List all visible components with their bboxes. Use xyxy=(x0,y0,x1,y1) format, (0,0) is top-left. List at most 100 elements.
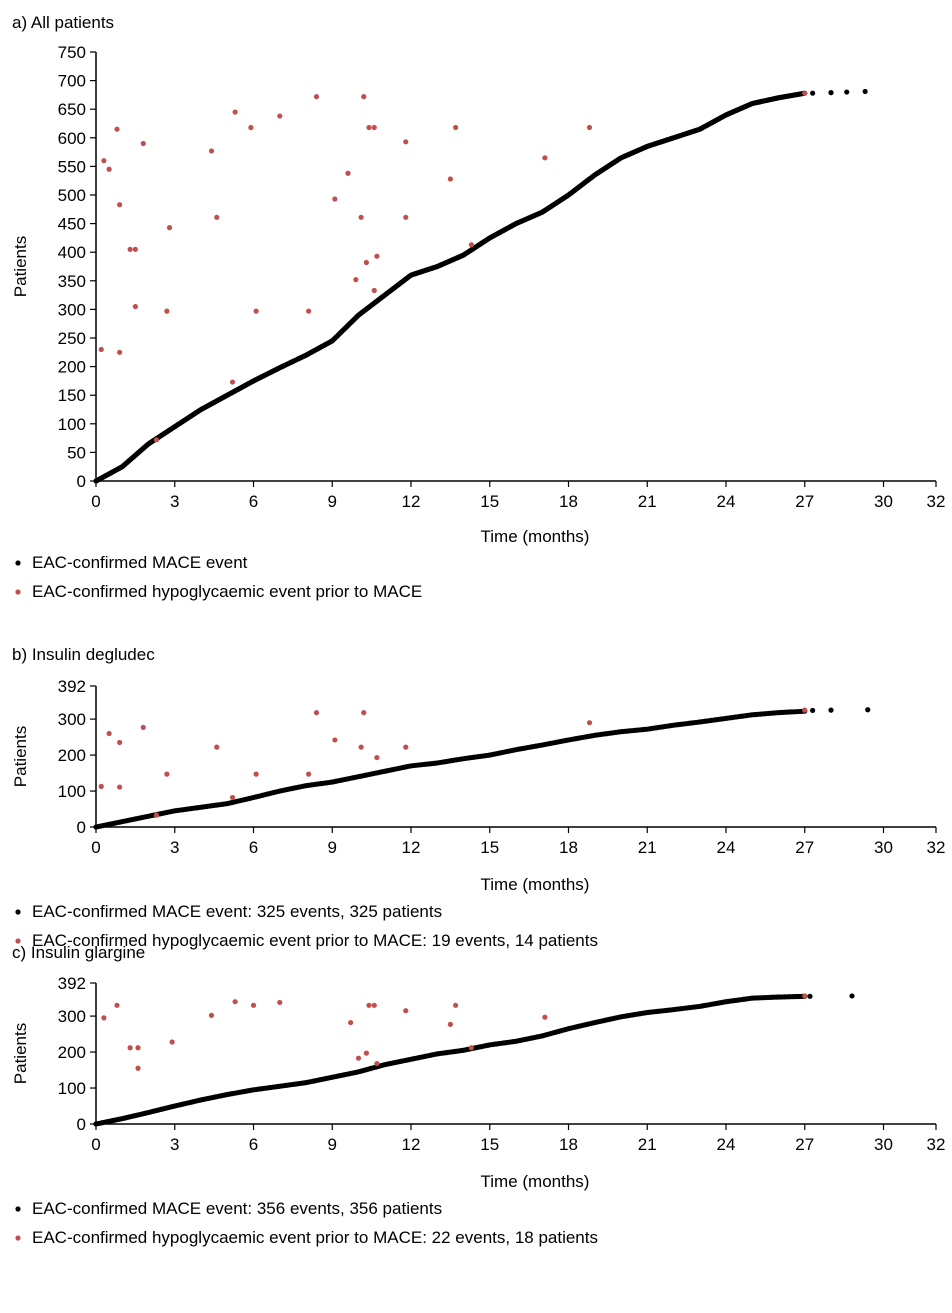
data-point xyxy=(862,88,868,95)
y-tick-label: 450 xyxy=(58,215,86,234)
data-point xyxy=(332,737,338,743)
data-point xyxy=(98,346,104,353)
y-tick-label: 650 xyxy=(58,100,86,119)
data-point xyxy=(117,349,123,355)
x-tick-label: 18 xyxy=(559,838,578,857)
x-tick-label: 32 xyxy=(927,492,946,511)
data-point xyxy=(802,993,808,999)
x-tick-label: 30 xyxy=(874,1135,893,1154)
data-point xyxy=(403,214,409,220)
x-tick-label: 15 xyxy=(480,838,499,857)
y-tick-label: 100 xyxy=(58,415,86,434)
data-point xyxy=(810,90,816,96)
x-tick-label: 24 xyxy=(717,492,736,511)
y-tick-label: 600 xyxy=(58,129,86,148)
data-point xyxy=(277,999,283,1006)
x-tick-label: 6 xyxy=(249,1135,258,1154)
data-point xyxy=(828,90,834,96)
data-point xyxy=(106,166,112,172)
y-tick-label: 700 xyxy=(58,72,86,91)
data-point xyxy=(232,109,238,115)
data-point xyxy=(135,1065,141,1071)
data-point xyxy=(453,1002,459,1008)
data-point xyxy=(366,1002,372,1008)
data-point xyxy=(363,259,369,266)
data-point xyxy=(348,1019,354,1026)
data-point xyxy=(140,724,146,730)
data-point xyxy=(447,1021,453,1027)
x-tick-label: 9 xyxy=(328,838,337,857)
data-point xyxy=(403,744,409,750)
data-point xyxy=(164,308,170,314)
y-axis-label: Patients xyxy=(11,726,30,787)
data-point xyxy=(306,771,312,777)
x-tick-label: 3 xyxy=(170,492,179,511)
data-point xyxy=(403,1008,409,1014)
data-point xyxy=(802,90,808,96)
legend-entry: EAC-confirmed MACE event xyxy=(32,553,248,572)
data-point xyxy=(332,196,338,202)
chart-panel-2: c) Insulin glargine 0 100 200 300 392 0 3 6 9 12 15… xyxy=(11,943,945,1247)
data-point xyxy=(106,730,112,737)
x-tick-label: 27 xyxy=(795,838,814,857)
data-point xyxy=(101,158,107,164)
data-point xyxy=(253,308,259,314)
x-axis-label: Time (months) xyxy=(481,527,590,546)
data-point xyxy=(132,303,138,310)
chart-title: c) Insulin glargine xyxy=(12,943,145,962)
x-axis-label: Time (months) xyxy=(481,1172,590,1191)
y-tick-label: 0 xyxy=(77,472,86,491)
x-tick-label: 21 xyxy=(638,838,657,857)
data-point xyxy=(117,784,123,790)
data-point xyxy=(208,148,215,154)
data-point xyxy=(586,124,593,131)
data-point xyxy=(114,126,120,132)
data-point xyxy=(361,94,367,100)
data-point xyxy=(250,1002,257,1008)
chart-title: a) All patients xyxy=(12,13,114,32)
x-tick-label: 27 xyxy=(795,492,814,511)
data-point xyxy=(374,253,380,259)
series-0 xyxy=(93,707,871,830)
data-point xyxy=(345,170,351,176)
x-tick-label: 18 xyxy=(559,1135,578,1154)
data-point xyxy=(306,308,312,314)
y-tick-label: 0 xyxy=(77,1115,86,1134)
data-point xyxy=(447,176,453,182)
x-tick-label: 12 xyxy=(402,492,421,511)
y-tick-label: 300 xyxy=(58,710,86,729)
x-tick-label: 24 xyxy=(717,838,736,857)
legend-entry: EAC-confirmed hypoglycaemic event prior … xyxy=(32,1228,598,1247)
data-point xyxy=(802,707,808,713)
data-point xyxy=(358,214,364,220)
x-tick-label: 0 xyxy=(91,838,100,857)
series-0 xyxy=(93,88,868,484)
x-tick-label: 6 xyxy=(249,838,258,857)
y-tick-label: 200 xyxy=(58,746,86,765)
x-tick-label: 9 xyxy=(328,492,337,511)
data-point xyxy=(313,94,320,100)
data-point xyxy=(453,124,459,131)
y-tick-label: 150 xyxy=(58,386,86,405)
data-point xyxy=(166,225,173,231)
x-tick-label: 30 xyxy=(874,838,893,857)
series-0 xyxy=(93,993,855,1127)
data-point xyxy=(214,744,220,750)
y-tick-label: 350 xyxy=(58,272,86,291)
legend-marker xyxy=(15,589,21,595)
data-point xyxy=(164,771,170,777)
x-tick-label: 24 xyxy=(717,1135,736,1154)
x-tick-label: 6 xyxy=(249,492,258,511)
y-tick-label: 50 xyxy=(67,443,86,462)
data-point xyxy=(366,124,372,131)
data-point xyxy=(248,124,254,131)
x-axis-label: Time (months) xyxy=(481,875,590,894)
y-tick-label: 392 xyxy=(58,677,86,696)
y-tick-label: 0 xyxy=(77,818,86,837)
legend-marker xyxy=(15,1206,21,1212)
data-point xyxy=(117,202,123,208)
data-point xyxy=(208,1012,215,1018)
x-tick-label: 0 xyxy=(91,1135,100,1154)
x-tick-label: 15 xyxy=(480,1135,499,1154)
